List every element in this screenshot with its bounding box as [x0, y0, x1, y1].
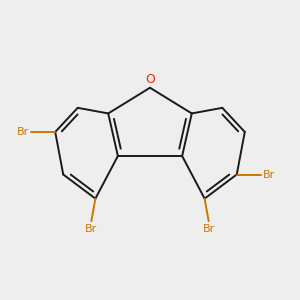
Text: O: O: [145, 73, 155, 86]
Text: Br: Br: [263, 169, 275, 179]
Text: Br: Br: [85, 224, 98, 234]
Text: Br: Br: [16, 127, 29, 137]
Text: Br: Br: [202, 224, 215, 234]
